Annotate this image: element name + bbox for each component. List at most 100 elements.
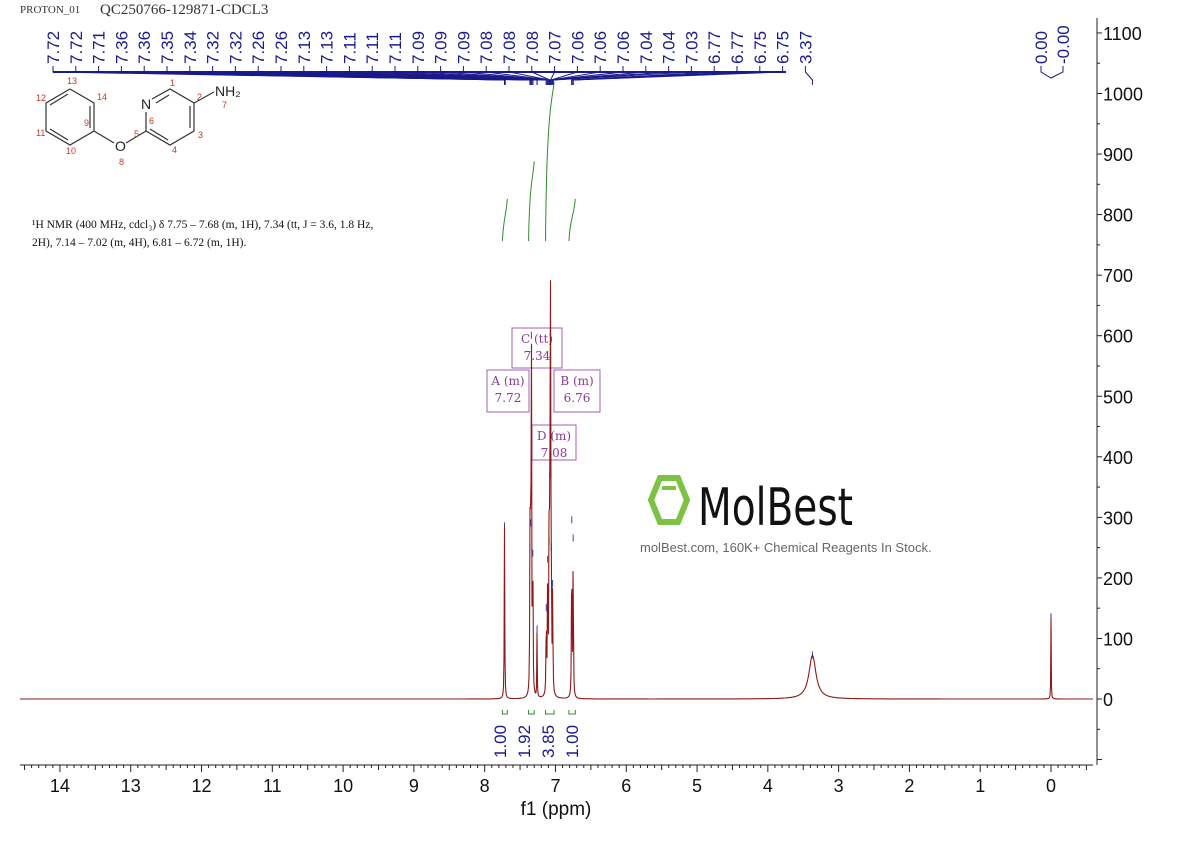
x-tick-label: 5	[692, 776, 702, 796]
atom-number-2: 2	[197, 92, 202, 102]
peak-label: 7.11	[386, 32, 405, 64]
y-tick-label: 500	[1103, 387, 1133, 407]
peak-label: 6.77	[705, 31, 724, 64]
atom-number-5: 5	[134, 129, 139, 139]
chemical-structure	[45, 88, 215, 146]
y-tick-label: 400	[1103, 448, 1133, 468]
peak-label-connector	[531, 66, 551, 85]
x-tick-label: 4	[763, 776, 773, 796]
peak-label-connector	[394, 66, 549, 85]
peak-label: 7.07	[546, 31, 565, 64]
x-tick-label: 2	[904, 776, 914, 796]
amine-group: NH₂	[215, 83, 241, 99]
integral-value: 1.00	[491, 725, 510, 758]
tms-label: 0.00	[1032, 31, 1051, 64]
y-tick-label: 100	[1103, 629, 1133, 649]
peak-label: 6.75	[751, 31, 770, 64]
peak-label-connector	[572, 66, 784, 85]
x-tick-label: 1	[975, 776, 985, 796]
atom-number-10: 10	[66, 146, 76, 156]
peak-label: 7.09	[432, 31, 451, 64]
integral-value: 1.92	[515, 725, 534, 758]
peak-label: 7.72	[67, 31, 86, 64]
peak-label: 7.09	[409, 31, 428, 64]
integral-bracket	[545, 710, 555, 715]
y-tick-label: 1000	[1103, 85, 1143, 105]
y-tick-label: 300	[1103, 508, 1133, 528]
peak-label: 7.13	[295, 31, 314, 64]
peak-label-connector	[804, 66, 813, 85]
peak-label: 7.72	[44, 31, 63, 64]
tms-label: -0.00	[1054, 25, 1073, 64]
y-tick-label: 900	[1103, 145, 1133, 165]
oxygen-atom: O	[115, 138, 126, 154]
y-tick-label: 1100	[1103, 24, 1142, 44]
peak-label: 7.32	[204, 31, 223, 64]
spectrum-trace	[20, 280, 1093, 700]
peak-label: 6.75	[774, 31, 793, 64]
x-tick-label: 11	[263, 776, 282, 796]
integral-bracket	[568, 710, 576, 715]
peak-label: 7.35	[158, 31, 177, 64]
atom-number-3: 3	[198, 130, 203, 140]
tms-connector	[1040, 66, 1064, 79]
multiplet-id: D (m)	[537, 429, 571, 443]
integral-curve	[528, 161, 535, 242]
peak-label: 6.77	[728, 31, 747, 64]
integral-curve	[501, 198, 508, 242]
atom-number-7: 7	[222, 100, 227, 110]
x-tick-label: 14	[50, 776, 70, 796]
peak-label: 7.11	[340, 32, 359, 64]
peak-label: 7.03	[682, 31, 701, 64]
peak-label: 7.06	[591, 31, 610, 64]
peak-label-connector	[462, 66, 550, 85]
atom-number-6: 6	[149, 116, 154, 126]
peak-label: 7.08	[500, 31, 519, 64]
peak-label-connector	[550, 66, 624, 85]
atom-number-4: 4	[172, 145, 177, 155]
peak-label: 7.13	[318, 31, 337, 64]
x-tick-label: 10	[333, 776, 353, 796]
integral-bracket	[501, 710, 508, 715]
peak-label-connector	[552, 66, 670, 85]
peak-label: 7.06	[568, 31, 587, 64]
multiplet-id: C (tt)	[521, 332, 553, 346]
multiplet-box	[553, 369, 601, 413]
nitrogen-atom: N	[141, 96, 151, 112]
atom-number-12: 12	[36, 93, 46, 103]
x-tick-label: 13	[121, 776, 141, 796]
peak-label: 3.37	[796, 31, 815, 64]
peak-label: 7.26	[272, 31, 291, 64]
peak-label: 7.36	[112, 31, 131, 64]
x-tick-label: 9	[409, 776, 419, 796]
y-tick-label: 0	[1103, 690, 1113, 710]
multiplet-shift: 7.34	[524, 349, 551, 363]
peak-label-connector	[280, 66, 538, 85]
peak-label: 7.09	[454, 31, 473, 64]
multiplet-shift: 7.08	[541, 446, 568, 460]
peak-label: 7.06	[614, 31, 633, 64]
molbest-logo-icon	[647, 475, 691, 525]
atom-number-8: 8	[119, 157, 124, 167]
peak-label: 7.71	[90, 31, 109, 64]
integral-curve	[568, 198, 576, 242]
multiplet-id: B (m)	[560, 374, 593, 388]
multiplet-id: A (m)	[490, 374, 524, 388]
watermark-brand: MolBest	[698, 478, 853, 538]
peak-label: 7.08	[523, 31, 542, 64]
integral-value: 1.00	[563, 725, 582, 758]
x-tick-label: 6	[621, 776, 631, 796]
x-tick-label: 12	[192, 776, 212, 796]
nmr-description-line1: ¹H NMR (400 MHz, cdcl₃) δ 7.75 – 7.68 (m…	[32, 219, 373, 231]
molbest-watermark: MolBest molBest.com, 160K+ Chemical Reag…	[640, 475, 932, 555]
peak-label: 7.26	[249, 31, 268, 64]
x-tick-label: 3	[834, 776, 844, 796]
multiplet-shift: 7.72	[495, 391, 522, 405]
peak-label-connector	[552, 66, 692, 85]
x-tick-label: 7	[550, 776, 560, 796]
y-tick-label: 800	[1103, 206, 1133, 226]
integral-curve	[545, 82, 555, 242]
y-tick-label: 200	[1103, 569, 1133, 589]
